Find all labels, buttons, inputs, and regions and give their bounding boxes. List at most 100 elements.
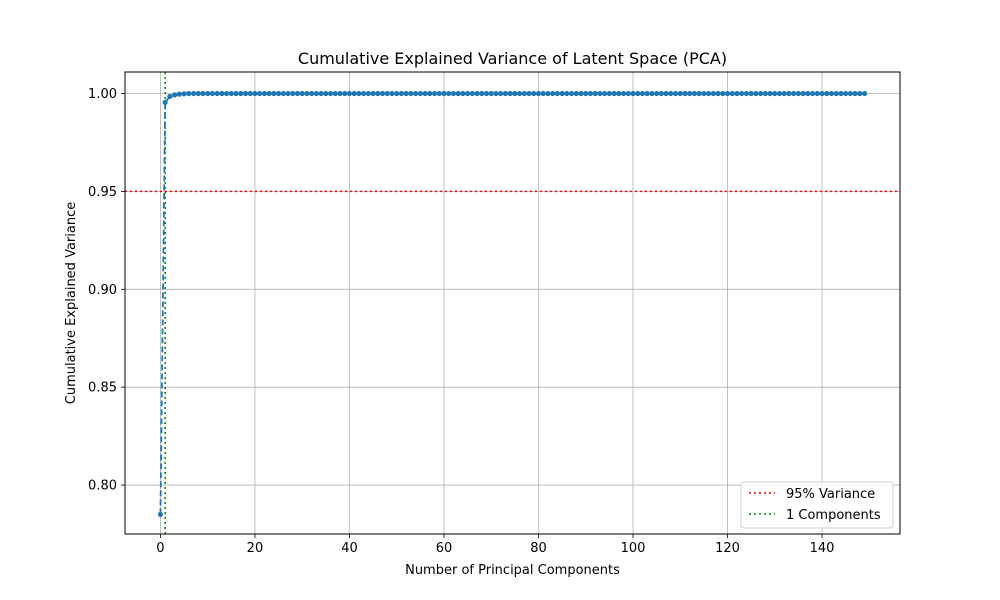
data-point [540,90,546,97]
data-point [805,90,811,97]
data-point [616,90,622,97]
data-point [762,90,768,97]
data-point [370,90,376,97]
x-tick-label: 40 [341,541,358,556]
data-point [309,90,315,97]
data-point [843,90,849,97]
data-point [838,90,844,97]
data-point [498,90,504,97]
x-tick-label: 100 [621,541,646,556]
x-tick-label: 0 [156,541,164,556]
data-point [446,90,452,97]
data-point [550,90,556,97]
data-point [479,90,485,97]
data-point [691,90,698,97]
data-point [271,90,277,97]
data-point [318,90,324,97]
data-point [795,90,802,97]
data-point [417,90,423,97]
data-point [791,90,797,97]
x-tick-label: 120 [715,541,740,556]
x-tick-label: 60 [436,541,453,556]
data-point [701,90,707,97]
data-point [469,90,475,97]
y-tick-label: 0.95 [88,185,117,200]
data-point [739,90,745,97]
data-point [639,90,646,97]
data-point [781,90,787,97]
data-point [564,90,570,97]
series-layer [157,90,868,518]
data-point [800,90,806,97]
data-point [403,90,409,97]
y-axis-label: Cumulative Explained Variance [64,202,79,404]
chart-title: Cumulative Explained Variance of Latent … [298,49,727,68]
data-point [696,90,702,97]
data-point [176,91,182,97]
data-point [172,92,178,98]
data-point [436,90,442,97]
data-point [242,90,249,97]
data-point [200,90,206,97]
data-point [776,90,783,97]
data-point [408,90,414,97]
data-point [809,90,816,97]
data-point [786,90,792,97]
data-point [379,90,386,97]
data-point [833,90,839,97]
data-point [375,90,381,97]
data-point [649,90,655,97]
data-point [814,90,820,97]
data-point [337,90,343,97]
data-point [535,90,542,97]
data-point [389,90,395,97]
data-point [361,90,367,97]
data-point [587,90,594,97]
data-point [521,90,527,97]
data-point [488,90,494,97]
data-point [431,90,438,97]
data-point [724,90,731,97]
data-point [384,90,390,97]
data-point [847,90,853,97]
data-point [450,90,457,97]
data-point [630,90,636,97]
data-point [516,90,523,97]
data-point [734,90,740,97]
data-point [398,90,405,97]
data-point [427,90,433,97]
ticks: 0 20 40 60 80 100 120 140 0.80 0.85 0.90 0.95 1.00 [88,87,834,556]
x-axis-label: Number of Principal Components [405,563,620,578]
data-point [857,90,863,97]
data-point [568,90,575,97]
legend-label-95-variance: 95% Variance [786,487,875,502]
data-point [181,91,187,97]
data-point [687,90,693,97]
data-point [654,90,660,97]
data-point [266,90,272,97]
data-point [748,90,754,97]
data-point [554,90,560,97]
data-point [597,90,603,97]
data-point [413,90,419,97]
data-point [460,90,466,97]
data-point [583,90,589,97]
data-point [635,90,641,97]
data-point [606,90,612,97]
data-point [342,90,348,97]
data-point [214,90,220,97]
data-point [285,90,291,97]
data-point [167,93,173,100]
data-point [706,90,712,97]
data-point [157,511,164,518]
legend-label-1-components: 1 Components [786,508,881,523]
data-point [710,90,716,97]
data-point [422,90,428,97]
data-point [663,90,669,97]
data-point [394,90,400,97]
y-tick-label: 0.80 [88,479,117,494]
data-point [620,90,627,97]
x-tick-label: 140 [810,541,835,556]
data-point [275,90,282,97]
